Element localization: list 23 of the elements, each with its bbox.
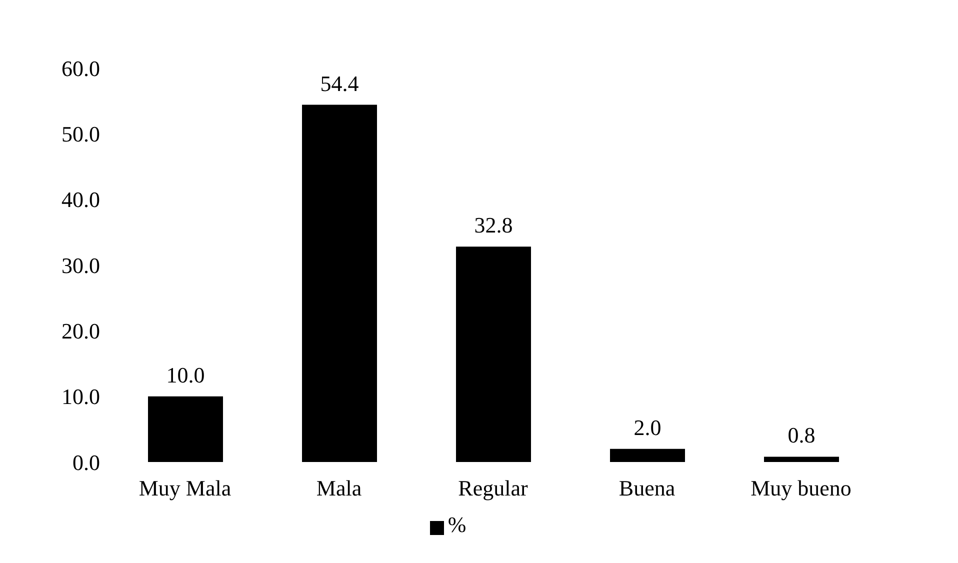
bar [456,246,531,462]
bar [302,104,377,462]
y-tick-label: 60.0 [62,56,100,81]
x-tick-label: Buena [618,476,676,501]
x-tick-label: Regular [458,476,528,501]
y-tick-label: 30.0 [62,252,100,278]
bar [148,396,223,462]
data-label: 10.0 [166,362,205,388]
data-label: 0.8 [788,422,816,448]
legend-label: % [448,512,466,537]
y-tick-label: 50.0 [62,121,100,146]
x-tick-label: Muy bueno [750,476,852,501]
bar [610,448,685,462]
y-tick-label: 0.0 [72,450,100,475]
bar [764,456,839,462]
x-tick-label: Mala [316,476,362,501]
y-tick-label: 40.0 [62,187,100,212]
x-tick-label: Muy Mala [138,476,232,501]
y-tick-label: 10.0 [62,384,100,410]
data-label: 32.8 [474,212,513,238]
data-label: 2.0 [634,414,662,440]
y-tick-label: 20.0 [62,318,100,344]
data-label: 54.4 [320,70,359,96]
